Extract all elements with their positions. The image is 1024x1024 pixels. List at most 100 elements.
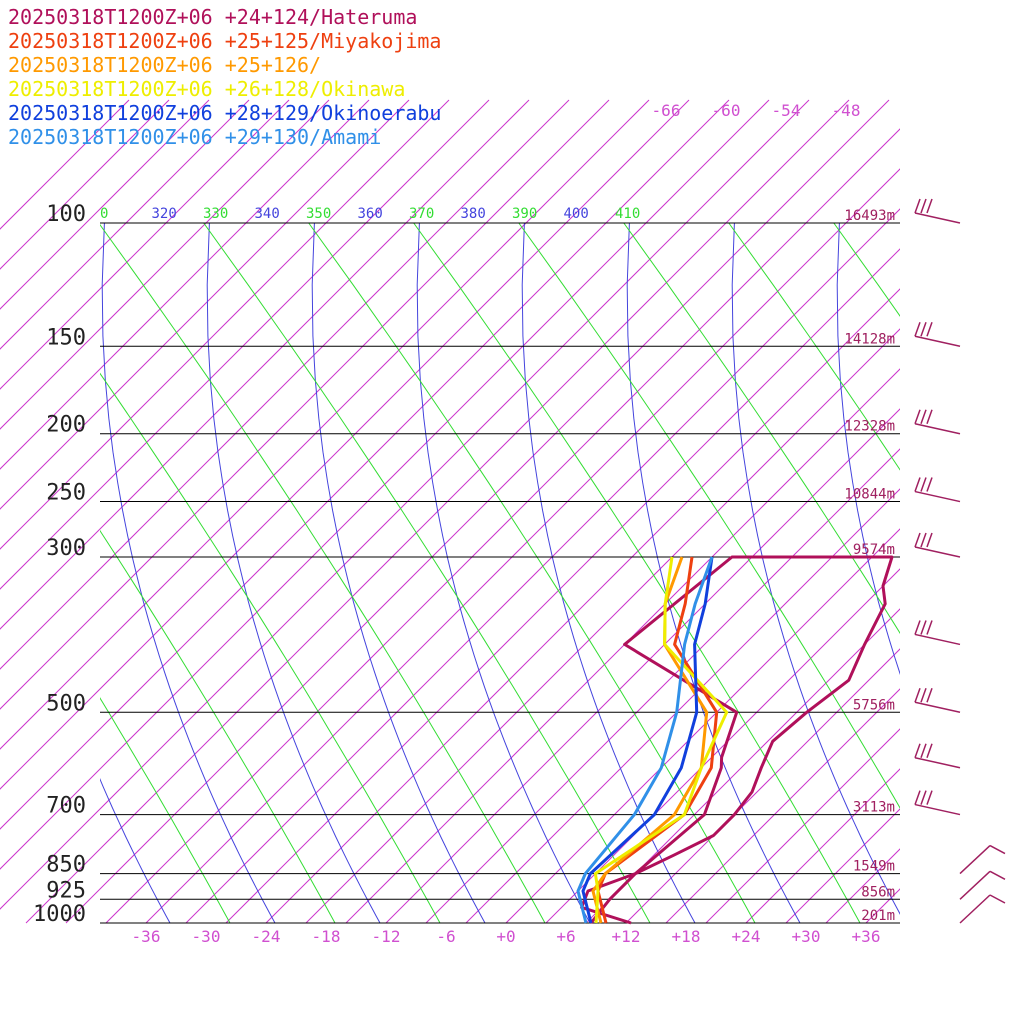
isotherm-line xyxy=(0,99,250,350)
isotherm-line xyxy=(0,99,650,750)
adiabat-grid xyxy=(100,222,1024,924)
sounding-profiles xyxy=(576,555,894,925)
theta-label: 390 xyxy=(512,206,537,222)
isotherm-line xyxy=(0,99,570,670)
temp-tick-label: -30 xyxy=(192,927,221,946)
adiabat-line xyxy=(731,222,900,915)
upper-temp-label: -54 xyxy=(772,101,801,120)
pressure-label: 1000 xyxy=(33,902,86,927)
isotherm-line xyxy=(0,99,490,590)
adiabat-line xyxy=(101,222,276,924)
pressure-label: 150 xyxy=(46,325,86,350)
wind-barb xyxy=(914,322,961,347)
height-label: 3113m xyxy=(853,800,895,816)
legend-entry-4: 20250318T1200Z+06 +26+128/Okinawa xyxy=(8,77,405,101)
temp-tick-label: +30 xyxy=(792,927,821,946)
isotherm-line xyxy=(906,100,1024,923)
isotherm-grid xyxy=(0,99,1024,924)
isotherm-line xyxy=(65,99,890,924)
adiabat-line xyxy=(206,222,381,924)
theta-label: 360 xyxy=(358,206,383,222)
isotherm-line xyxy=(986,100,1024,923)
pressure-label: 925 xyxy=(46,878,86,903)
isotherm-line xyxy=(0,99,330,430)
wind-barb xyxy=(914,790,961,816)
pressure-label: 300 xyxy=(46,536,86,561)
legend-entry-6: 20250318T1200Z+06 +29+130/Amami xyxy=(8,125,381,149)
adiabat-line xyxy=(518,222,900,809)
wind-barb xyxy=(959,870,1006,900)
wind-barb xyxy=(959,844,1006,875)
height-label: 10844m xyxy=(844,487,895,503)
adiabat-line xyxy=(413,222,861,924)
wind-barb xyxy=(914,198,961,224)
isotherm-line xyxy=(185,208,900,924)
isotherm-line xyxy=(345,368,900,924)
isotherm-line xyxy=(145,168,900,924)
isotherm-line xyxy=(0,99,210,310)
pressure-label: 100 xyxy=(46,202,86,227)
profile-line-6 xyxy=(576,556,714,924)
adiabat-line xyxy=(100,697,231,924)
isotherm-line xyxy=(0,99,730,830)
isotherm-line xyxy=(0,99,770,870)
pressure-label: 250 xyxy=(46,481,86,506)
theta-label: 350 xyxy=(306,206,331,222)
profile-line-2 xyxy=(596,556,719,924)
theta-label: 410 xyxy=(615,206,640,222)
temp-tick-label: +12 xyxy=(612,927,641,946)
temp-tick-label: -24 xyxy=(252,927,281,946)
pressure-label: 850 xyxy=(46,853,86,878)
height-label: 9574m xyxy=(853,542,895,558)
isotherm-line xyxy=(465,488,900,924)
adiabat-line xyxy=(623,222,900,635)
temp-tick-label: -6 xyxy=(436,927,455,946)
adiabat-line xyxy=(311,222,486,924)
isotherm-line xyxy=(0,99,610,710)
pressure-label: 500 xyxy=(46,691,86,716)
profile-line-4 xyxy=(593,556,729,924)
isotherm-line xyxy=(0,99,170,270)
temp-tick-label: +36 xyxy=(852,927,881,946)
isobar-grid xyxy=(100,222,900,924)
wind-barb xyxy=(959,894,1006,924)
temp-tick-label: +6 xyxy=(556,927,575,946)
temp-tick-label: +18 xyxy=(672,927,701,946)
theta-label: 330 xyxy=(203,206,228,222)
isotherm-line xyxy=(0,99,290,390)
wind-barb xyxy=(914,688,961,714)
adiabat-line xyxy=(100,223,546,924)
wind-barb xyxy=(914,477,961,503)
height-label: 12328m xyxy=(844,419,895,435)
profile-line-5 xyxy=(581,556,714,924)
isotherm-line xyxy=(225,248,900,924)
adiabat-line xyxy=(939,223,1024,923)
wind-barb xyxy=(914,532,961,558)
isotherm-line xyxy=(545,568,900,924)
legend-entry-2: 20250318T1200Z+06 +25+125/Miyakojima xyxy=(8,29,441,53)
height-label: 16493m xyxy=(844,208,895,224)
isotherm-line xyxy=(265,288,900,924)
legend-entry-3: 20250318T1200Z+06 +25+126/ xyxy=(8,53,321,77)
isotherm-line xyxy=(625,648,900,924)
adiabat-line xyxy=(728,222,900,471)
isotherm-line xyxy=(105,128,900,924)
isotherm-line xyxy=(705,728,900,924)
theta-label: 400 xyxy=(564,206,589,222)
isotherm-line xyxy=(745,768,900,924)
upper-temp-label: -48 xyxy=(832,101,861,120)
theta-labels: 0 320 330 340 350 360 370 380 390 400 410 xyxy=(100,206,640,222)
isotherm-line xyxy=(0,99,450,550)
isotherm-line xyxy=(665,688,900,924)
wind-barbs xyxy=(914,198,1006,924)
isotherm-line xyxy=(585,608,900,924)
theta-label: 320 xyxy=(152,206,177,222)
temperature-axis: -36 -30 -24 -18 -12 -6 +0 +6 +12 +18 +24 +30 +36 xyxy=(132,927,881,946)
upper-temp-label: -66 xyxy=(652,101,681,120)
legend-entry-5: 20250318T1200Z+06 +28+129/Okinoerabu xyxy=(8,101,441,125)
profile-line-1 xyxy=(580,555,894,925)
height-label: 5756m xyxy=(853,697,895,713)
isotherm-line xyxy=(0,99,530,630)
